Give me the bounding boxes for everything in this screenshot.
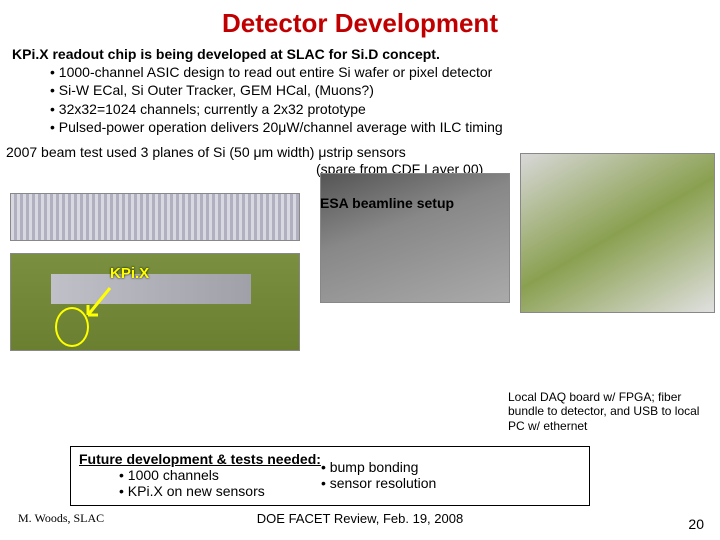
footer-event: DOE FACET Review, Feb. 19, 2008: [0, 511, 720, 526]
intro-bullets: 1000-channel ASIC design to read out ent…: [12, 63, 708, 136]
intro-heading: KPi.X readout chip is being developed at…: [12, 45, 708, 63]
page-number: 20: [688, 516, 704, 532]
future-item: 1000 channels: [119, 467, 321, 483]
esa-setup-photo: [320, 173, 510, 303]
kpix-board-photo: [10, 253, 300, 351]
kpix-label: KPi.X: [110, 265, 149, 282]
intro-section: KPi.X readout chip is being developed at…: [0, 45, 720, 136]
sensor-strip-photo: [10, 193, 300, 241]
future-right-list: bump bonding sensor resolution: [321, 451, 581, 491]
future-item: KPi.X on new sensors: [119, 483, 321, 499]
esa-label: ESA beamline setup: [320, 195, 454, 211]
future-box: Future development & tests needed: 1000 …: [70, 446, 590, 506]
bullet-item: Pulsed-power operation delivers 20μW/cha…: [50, 118, 708, 136]
future-item: sensor resolution: [321, 475, 581, 491]
slide-title: Detector Development: [0, 0, 720, 45]
future-left-list: 1000 channels KPi.X on new sensors: [79, 467, 321, 499]
bullet-item: 32x32=1024 channels; currently a 2x32 pr…: [50, 100, 708, 118]
daq-board-photo: [520, 153, 715, 313]
arrow-icon: [80, 283, 120, 323]
future-item: bump bonding: [321, 459, 581, 475]
bullet-item: 1000-channel ASIC design to read out ent…: [50, 63, 708, 81]
bullet-item: Si-W ECal, Si Outer Tracker, GEM HCal, (…: [50, 81, 708, 99]
future-title: Future development & tests needed:: [79, 451, 321, 467]
image-area: ESA beamline setup KPi.X: [0, 183, 720, 363]
daq-caption: Local DAQ board w/ FPGA; fiber bundle to…: [508, 390, 718, 433]
